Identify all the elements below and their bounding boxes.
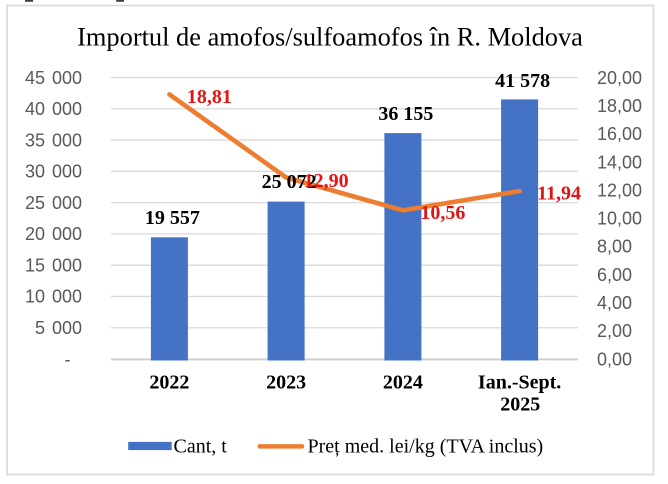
svg-text:20,00: 20,00 (597, 68, 642, 88)
svg-text:Ian.-Sept.: Ian.-Sept. (478, 371, 561, 393)
svg-text:16,00: 16,00 (597, 124, 642, 144)
svg-text:8,00: 8,00 (597, 237, 632, 257)
svg-text:11,94: 11,94 (537, 183, 581, 205)
svg-text:12,00: 12,00 (597, 180, 642, 200)
svg-text:40 000: 40 000 (25, 99, 82, 119)
svg-text:2025: 2025 (500, 393, 540, 415)
svg-text:2023: 2023 (266, 371, 306, 393)
svg-text:18,00: 18,00 (597, 96, 642, 116)
svg-text:45 000: 45 000 (25, 68, 82, 88)
svg-text:2024: 2024 (383, 371, 423, 393)
svg-text:20 000: 20 000 (25, 224, 82, 244)
svg-text:10,00: 10,00 (597, 209, 642, 229)
svg-text:-: - (65, 349, 71, 369)
svg-text:4,00: 4,00 (597, 293, 632, 313)
svg-text:30 000: 30 000 (25, 162, 82, 182)
svg-text:19 557: 19 557 (145, 207, 200, 229)
svg-text:25 072: 25 072 (262, 171, 317, 193)
svg-text:Preț med. lei/kg (TVA inclus): Preț med. lei/kg (TVA inclus) (308, 436, 544, 458)
svg-text:2,00: 2,00 (597, 321, 632, 341)
svg-text:18,81: 18,81 (187, 86, 232, 108)
svg-text:12,90: 12,90 (304, 170, 349, 192)
svg-text:5 000: 5 000 (35, 318, 82, 338)
svg-text:10,56: 10,56 (420, 202, 465, 224)
svg-text:15 000: 15 000 (25, 256, 82, 276)
svg-text:Cant, t: Cant, t (174, 436, 228, 458)
svg-text:2022: 2022 (149, 371, 189, 393)
svg-text:0,00: 0,00 (597, 349, 632, 369)
svg-text:10 000: 10 000 (25, 287, 82, 307)
svg-text:41 578: 41 578 (495, 70, 550, 92)
svg-text:25 000: 25 000 (25, 193, 82, 213)
svg-text:Importul de amofos/sulfoamofos: Importul de amofos/sulfoamofos în R. Mol… (77, 22, 583, 52)
svg-text:36 155: 36 155 (378, 103, 433, 125)
svg-text:35 000: 35 000 (25, 130, 82, 150)
svg-text:14,00: 14,00 (597, 152, 642, 172)
svg-text:6,00: 6,00 (597, 265, 632, 285)
